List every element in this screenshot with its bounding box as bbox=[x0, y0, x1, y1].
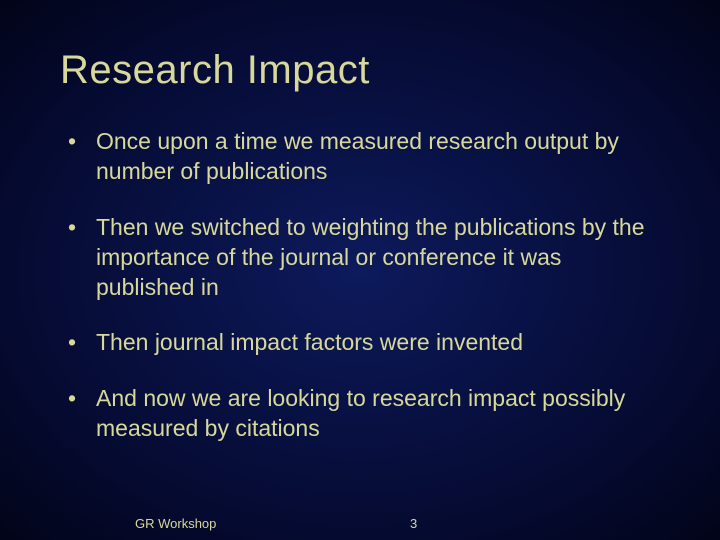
bullet-item: Then we switched to weighting the public… bbox=[68, 213, 660, 303]
bullet-item: Once upon a time we measured research ou… bbox=[68, 127, 660, 187]
footer-label: GR Workshop bbox=[135, 516, 216, 531]
bullet-list: Once upon a time we measured research ou… bbox=[60, 127, 660, 444]
bullet-item: And now we are looking to research impac… bbox=[68, 384, 660, 444]
page-number: 3 bbox=[410, 516, 417, 531]
bullet-item: Then journal impact factors were invente… bbox=[68, 328, 660, 358]
slide-title: Research Impact bbox=[60, 48, 660, 93]
slide-container: Research Impact Once upon a time we meas… bbox=[0, 0, 720, 540]
